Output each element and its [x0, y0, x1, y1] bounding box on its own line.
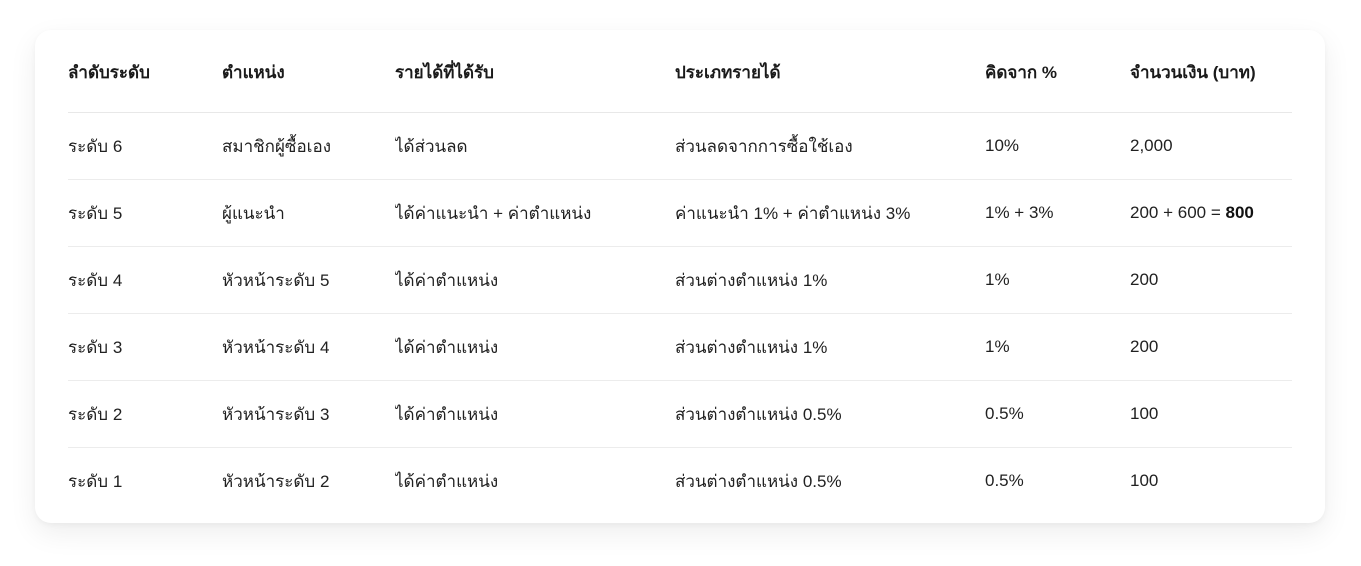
table-row: ระดับ 6 สมาชิกผู้ซื้อเอง ได้ส่วนลด ส่วนลดจา… — [68, 112, 1292, 180]
cell-level: ระดับ 6 — [68, 112, 222, 180]
cell-percent: 0.5% — [985, 471, 1024, 490]
amount-text: 100 — [1130, 404, 1159, 423]
cell-level: ระดับ 4 — [68, 246, 222, 314]
column-header-percent: คิดจาก % — [985, 30, 1130, 113]
cell-percent: 0.5% — [985, 380, 1130, 448]
cell-position: หัวหน้าระดับ 4 — [222, 313, 395, 381]
commission-levels-table: ลำดับระดับ ตำแหน่ง รายได้ที่ได้รับ ประเภทรา… — [68, 30, 1292, 514]
cell-level: ระดับ 1 — [68, 471, 123, 491]
column-header-income_type: ประเภทรายได้ — [675, 30, 985, 113]
cell-amount: 200 — [1130, 313, 1292, 381]
amount-text: 200 — [1130, 337, 1159, 356]
table-row: ระดับ 1 หัวหน้าระดับ 2 ได้ค่าตำแหน่ง ส่วนต่… — [68, 448, 1292, 515]
amount-text: 200 — [1130, 270, 1159, 289]
cell-percent: 10% — [985, 112, 1130, 180]
cell-income: ได้ค่าตำแหน่ง — [395, 246, 675, 314]
table-row: ระดับ 4 หัวหน้าระดับ 5 ได้ค่าตำแหน่ง ส่วนต่… — [68, 246, 1292, 314]
table-row: ระดับ 2 หัวหน้าระดับ 3 ได้ค่าตำแหน่ง ส่วนต่… — [68, 380, 1292, 448]
cell-position: หัวหน้าระดับ 2 — [222, 471, 330, 491]
cell-income: ได้ค่าตำแหน่ง — [395, 380, 675, 448]
cell-position: หัวหน้าระดับ 3 — [222, 380, 395, 448]
table-header-row: ลำดับระดับ ตำแหน่ง รายได้ที่ได้รับ ประเภทรา… — [68, 30, 1292, 113]
cell-income_type: ส่วนต่างตำแหน่ง 1% — [675, 313, 985, 381]
cell-amount: 200 — [1130, 246, 1292, 314]
amount-total-bold: 800 — [1225, 203, 1254, 222]
amount-text: 100 — [1130, 471, 1159, 490]
cell-level: ระดับ 3 — [68, 313, 222, 381]
column-header-income: รายได้ที่ได้รับ — [395, 30, 675, 113]
cell-position: ผู้แนะนำ — [222, 179, 395, 247]
cell-income_type: ส่วนลดจากการซื้อใช้เอง — [675, 112, 985, 180]
cell-percent: 1% + 3% — [985, 179, 1130, 247]
cell-amount: 2,000 — [1130, 112, 1292, 180]
cell-level: ระดับ 2 — [68, 380, 222, 448]
cell-income: ได้ค่าตำแหน่ง — [395, 313, 675, 381]
amount-text: 200 + 600 = — [1130, 203, 1226, 222]
cell-income: ได้ค่าตำแหน่ง — [395, 471, 499, 491]
cell-position: หัวหน้าระดับ 5 — [222, 246, 395, 314]
cell-amount: 200 + 600 = 800 — [1130, 179, 1292, 247]
column-header-level: ลำดับระดับ — [68, 30, 222, 113]
amount-text: 2,000 — [1130, 136, 1173, 155]
cell-amount: 100 — [1130, 448, 1292, 515]
cell-income_type: ส่วนต่างตำแหน่ง 0.5% — [675, 471, 842, 491]
cell-percent: 1% — [985, 246, 1130, 314]
column-header-position: ตำแหน่ง — [222, 30, 395, 113]
cell-income: ได้ค่าแนะนำ + ค่าตำแหน่ง — [395, 179, 675, 247]
cell-income_type: ค่าแนะนำ 1% + ค่าตำแหน่ง 3% — [675, 179, 985, 247]
cell-level: ระดับ 5 — [68, 179, 222, 247]
commission-table-card: ลำดับระดับ ตำแหน่ง รายได้ที่ได้รับ ประเภทรา… — [35, 30, 1325, 523]
cell-percent: 1% — [985, 313, 1130, 381]
table-row: ระดับ 5 ผู้แนะนำ ได้ค่าแนะนำ + ค่าตำแหน่งค… — [68, 179, 1292, 247]
cell-income_type: ส่วนต่างตำแหน่ง 0.5% — [675, 380, 985, 448]
table-row: ระดับ 3 หัวหน้าระดับ 4 ได้ค่าตำแหน่ง ส่วนต่… — [68, 313, 1292, 381]
cell-income_type: ส่วนต่างตำแหน่ง 1% — [675, 246, 985, 314]
cell-amount: 100 — [1130, 380, 1292, 448]
column-header-amount: จำนวนเงิน (บาท) — [1130, 30, 1292, 113]
cell-position: สมาชิกผู้ซื้อเอง — [222, 112, 395, 180]
cell-income: ได้ส่วนลด — [395, 112, 675, 180]
